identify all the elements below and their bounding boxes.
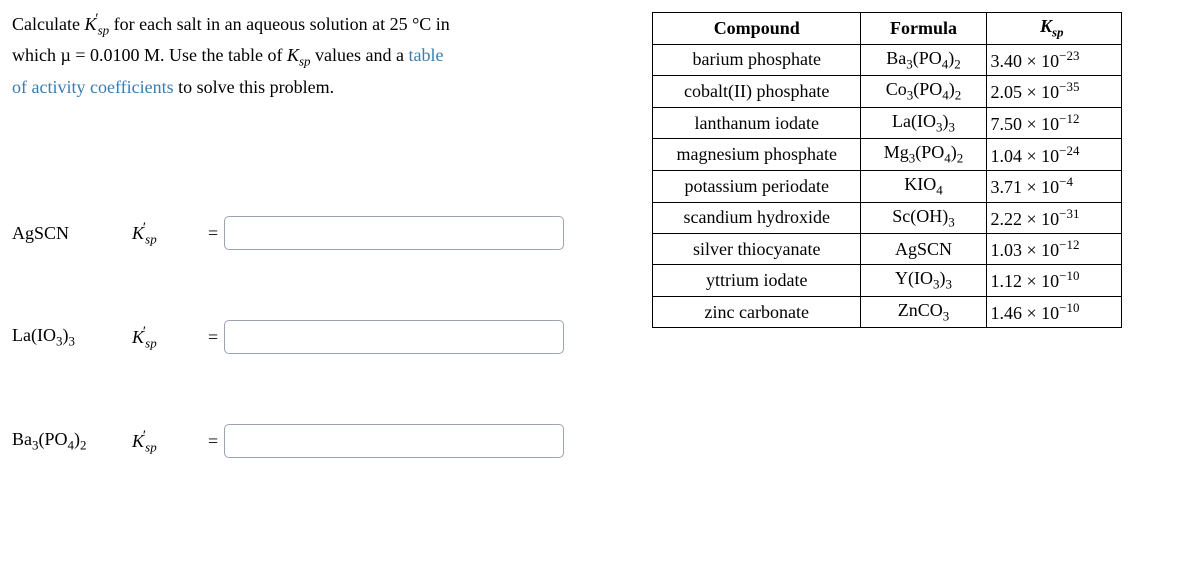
answer-input-agscn[interactable] bbox=[224, 216, 564, 250]
cell-ksp: 3.40 × 10−23 bbox=[986, 44, 1122, 76]
input-row-agscn: AgSCN K′sp = bbox=[12, 216, 592, 250]
table-row: potassium periodate KIO4 3.71 × 10−4 bbox=[653, 170, 1122, 202]
cell-compound: potassium periodate bbox=[653, 170, 861, 202]
cell-ksp: 2.05 × 10−35 bbox=[986, 76, 1122, 108]
cell-compound: scandium hydroxide bbox=[653, 202, 861, 234]
cell-formula: Co3(PO4)2 bbox=[861, 76, 986, 108]
cell-compound: barium phosphate bbox=[653, 44, 861, 76]
equals-2: = bbox=[208, 327, 218, 348]
cell-formula: La(IO3)3 bbox=[861, 107, 986, 139]
cell-ksp: 2.22 × 10−31 bbox=[986, 202, 1122, 234]
table-link-1[interactable]: table bbox=[409, 45, 444, 65]
table-row: magnesium phosphate Mg3(PO4)2 1.04 × 10−… bbox=[653, 139, 1122, 171]
answer-input-laio3[interactable] bbox=[224, 320, 564, 354]
activity-coeff-link[interactable]: of activity coefficients bbox=[12, 77, 174, 97]
table-row: zinc carbonate ZnCO3 1.46 × 10−10 bbox=[653, 296, 1122, 328]
cell-compound: cobalt(II) phosphate bbox=[653, 76, 861, 108]
cell-compound: yttrium iodate bbox=[653, 265, 861, 297]
cell-compound: magnesium phosphate bbox=[653, 139, 861, 171]
ksp-prime-label-1: K′sp bbox=[132, 220, 202, 248]
inputs-block: AgSCN K′sp = La(IO3)3 K′sp = Ba3(PO4)2 K… bbox=[12, 216, 592, 458]
ksp-prime-label-2: K′sp bbox=[132, 324, 202, 352]
table-row: barium phosphate Ba3(PO4)2 3.40 × 10−23 bbox=[653, 44, 1122, 76]
cell-ksp: 1.03 × 10−12 bbox=[986, 234, 1122, 265]
problem-column: Calculate K′sp for each salt in an aqueo… bbox=[12, 8, 592, 458]
cell-formula: Sc(OH)3 bbox=[861, 202, 986, 234]
cell-compound: lanthanum iodate bbox=[653, 107, 861, 139]
answer-input-bapo4[interactable] bbox=[224, 424, 564, 458]
cell-formula: KIO4 bbox=[861, 170, 986, 202]
prompt-part1: Calculate bbox=[12, 14, 84, 34]
equals-1: = bbox=[208, 223, 218, 244]
ksp-table: Compound Formula Ksp barium phosphate Ba… bbox=[652, 12, 1122, 328]
table-row: cobalt(II) phosphate Co3(PO4)2 2.05 × 10… bbox=[653, 76, 1122, 108]
cell-formula: Ba3(PO4)2 bbox=[861, 44, 986, 76]
th-compound: Compound bbox=[653, 13, 861, 45]
prompt-part5: to solve this problem. bbox=[174, 77, 335, 97]
cell-ksp: 3.71 × 10−4 bbox=[986, 170, 1122, 202]
cell-compound: zinc carbonate bbox=[653, 296, 861, 328]
cell-compound: silver thiocyanate bbox=[653, 234, 861, 265]
input-row-bapo4: Ba3(PO4)2 K′sp = bbox=[12, 424, 592, 458]
prompt-text: Calculate K′sp for each salt in an aqueo… bbox=[12, 8, 592, 101]
compound-label-agscn: AgSCN bbox=[12, 223, 132, 244]
cell-formula: AgSCN bbox=[861, 234, 986, 265]
ksp-symbol-text: Ksp bbox=[287, 45, 311, 65]
input-row-laio3: La(IO3)3 K′sp = bbox=[12, 320, 592, 354]
cell-formula: Y(IO3)3 bbox=[861, 265, 986, 297]
cell-ksp: 1.12 × 10−10 bbox=[986, 265, 1122, 297]
prompt-part4: values and a bbox=[311, 45, 409, 65]
cell-ksp: 1.04 × 10−24 bbox=[986, 139, 1122, 171]
cell-formula: Mg3(PO4)2 bbox=[861, 139, 986, 171]
prompt-part3: which µ = 0.0100 M. Use the table of bbox=[12, 45, 287, 65]
table-row: silver thiocyanate AgSCN 1.03 × 10−12 bbox=[653, 234, 1122, 265]
cell-formula: ZnCO3 bbox=[861, 296, 986, 328]
table-row: lanthanum iodate La(IO3)3 7.50 × 10−12 bbox=[653, 107, 1122, 139]
prompt-part2: for each salt in an aqueous solution at … bbox=[109, 14, 450, 34]
ksp-prime-label-3: K′sp bbox=[132, 428, 202, 456]
th-formula: Formula bbox=[861, 13, 986, 45]
cell-ksp: 1.46 × 10−10 bbox=[986, 296, 1122, 328]
table-header-row: Compound Formula Ksp bbox=[653, 13, 1122, 45]
equals-3: = bbox=[208, 431, 218, 452]
th-ksp: Ksp bbox=[986, 13, 1122, 45]
table-row: scandium hydroxide Sc(OH)3 2.22 × 10−31 bbox=[653, 202, 1122, 234]
compound-label-bapo4: Ba3(PO4)2 bbox=[12, 429, 132, 454]
cell-ksp: 7.50 × 10−12 bbox=[986, 107, 1122, 139]
ksp-prime-symbol: K′sp bbox=[84, 14, 109, 34]
table-row: yttrium iodate Y(IO3)3 1.12 × 10−10 bbox=[653, 265, 1122, 297]
table-column: Compound Formula Ksp barium phosphate Ba… bbox=[652, 8, 1122, 458]
compound-label-laio3: La(IO3)3 bbox=[12, 325, 132, 350]
